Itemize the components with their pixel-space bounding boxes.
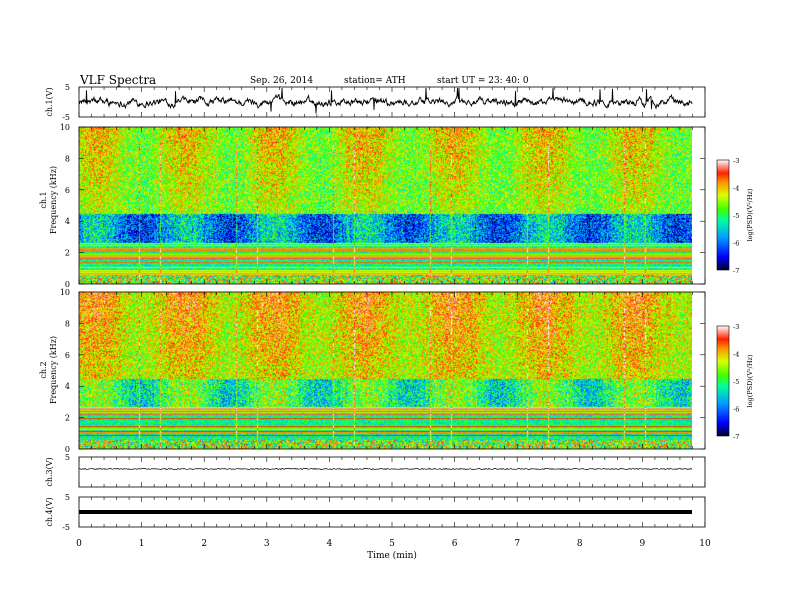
- ch1-waveform-line: [78, 87, 693, 114]
- x-tick-label-2: 2: [201, 539, 207, 549]
- x-tick-label-8: 8: [577, 539, 583, 549]
- x-tick-label-0: 0: [76, 539, 82, 549]
- x-tick-label-6: 6: [452, 539, 458, 549]
- freq-tick-label: 8: [65, 154, 70, 163]
- ch4-ytick-top: 5: [65, 493, 70, 502]
- ch1-spectrogram-image: [79, 127, 692, 284]
- ch1-ytick-bottom: -5: [62, 113, 70, 122]
- ch1-ylabel: ch.1(V): [45, 87, 54, 116]
- colorbar-tick-label: -3: [733, 323, 739, 331]
- ch2-ylabel-frequency: Frequency (kHz): [49, 336, 58, 404]
- ch3-ylabel: ch.3(V): [45, 457, 54, 486]
- ch1-ylabel-channel: ch.1: [39, 191, 48, 208]
- ch2-colorbar-label: log(PSD)(V²/Hz): [746, 354, 754, 407]
- freq-tick-label: 0: [65, 445, 70, 454]
- colorbar-tick-label: -5: [733, 212, 739, 220]
- x-tick-label-5: 5: [389, 539, 395, 549]
- x-tick-label-3: 3: [264, 539, 270, 549]
- station-label: station= ATH: [344, 76, 406, 86]
- freq-tick-label: 6: [65, 186, 70, 195]
- ch4-waveform-panel: 5 -5 ch.4(V): [45, 493, 706, 532]
- colorbar-tick-label: -6: [733, 406, 739, 414]
- x-tick-label-9: 9: [640, 539, 646, 549]
- ch2-spectrogram-image: [79, 292, 692, 449]
- start-time-label: start UT = 23: 40: 0: [437, 76, 529, 86]
- ch1-ylabel-frequency: Frequency (kHz): [49, 166, 58, 234]
- colorbar-tick-label: -3: [733, 157, 739, 165]
- colorbar-tick-label: -4: [733, 185, 739, 193]
- ch4-ylabel: ch.4(V): [45, 497, 54, 526]
- ch2-colorbar: -3 -4 -5 -6 -7 log(PSD)(V²/Hz): [716, 323, 754, 441]
- x-tick-label-7: 7: [514, 539, 520, 549]
- colorbar-tick-label: -7: [733, 433, 739, 441]
- ch2-ylabel-channel: ch.2: [39, 361, 48, 378]
- ch1-waveform-panel: 5 -5 ch.1(V): [45, 83, 706, 122]
- figure-title: VLF Spectra: [79, 73, 156, 87]
- freq-tick-label: 2: [65, 414, 70, 423]
- x-axis-tick-labels: 0 1 2 3 4 5 6 7 8 9 10: [76, 539, 711, 549]
- freq-tick-label: 0: [65, 280, 70, 289]
- freq-tick-label: 4: [65, 382, 70, 391]
- freq-tick-label: 2: [65, 249, 70, 258]
- x-tick-label-4: 4: [327, 539, 333, 549]
- x-tick-label-1: 1: [139, 539, 145, 549]
- colorbar-tick-label: -6: [733, 240, 739, 248]
- colorbar-tick-label: -7: [733, 267, 739, 275]
- x-axis-label: Time (min): [367, 550, 417, 561]
- colorbar-tick-label: -5: [733, 378, 739, 386]
- ch3-ytick-top: 5: [65, 453, 70, 462]
- freq-tick-label: 8: [65, 319, 70, 328]
- x-tick-label-10: 10: [699, 539, 711, 549]
- date-label: Sep. 26, 2014: [250, 76, 313, 86]
- ch1-colorbar: -3 -4 -5 -6 -7 log(PSD)(V²/Hz): [716, 157, 754, 275]
- ch3-waveform-panel: 5 ch.3(V): [45, 453, 706, 488]
- freq-tick-label: 6: [65, 351, 70, 360]
- freq-tick-label: 10: [60, 288, 70, 297]
- ch1-colorbar-label: log(PSD)(V²/Hz): [746, 188, 754, 241]
- colorbar-tick-label: -4: [733, 351, 739, 359]
- x-axis-ticks: [78, 87, 706, 527]
- freq-tick-label: 4: [65, 217, 70, 226]
- ch3-waveform-line: [78, 467, 693, 471]
- ch4-ytick-bottom: -5: [62, 523, 70, 532]
- ch1-ytick-top: 5: [65, 83, 70, 92]
- freq-tick-label: 10: [60, 123, 70, 132]
